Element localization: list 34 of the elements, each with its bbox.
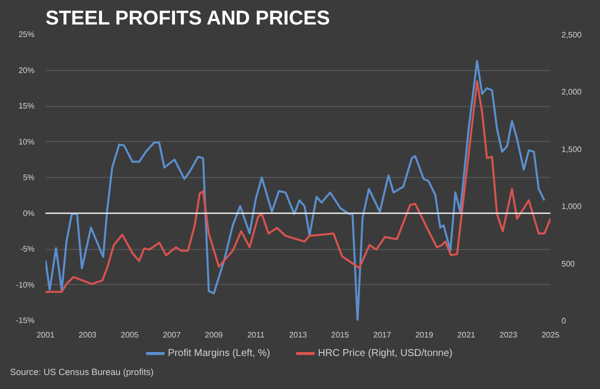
y-tick-label: 0% [22, 208, 34, 218]
y-tick-label: 10% [18, 137, 35, 146]
legend-label: HRC Price (Right, USD/tonne) [318, 348, 453, 359]
y-tick-label: -5% [20, 244, 35, 254]
x-tick-label: 2003 [78, 330, 98, 340]
y2-tick-label: 500 [562, 259, 576, 268]
x-tick-label: 2005 [120, 330, 140, 340]
x-tick-label: 2017 [373, 330, 392, 340]
x-tick-label: 2001 [36, 330, 55, 340]
y-tick-label: -10% [16, 280, 35, 290]
y2-tick-label: 0 [562, 316, 566, 326]
line-series [46, 80, 550, 293]
x-tick-label: 2007 [162, 330, 182, 340]
y-tick-label: 20% [18, 66, 35, 75]
y2-tick-label: 2,000 [562, 88, 582, 97]
x-tick-label: 2025 [542, 330, 560, 340]
y2-tick-label: 1,500 [562, 144, 582, 154]
x-tick-label: 2021 [457, 330, 476, 340]
x-tick-label: 2011 [247, 330, 266, 340]
y-tick-label: 25% [18, 30, 35, 39]
x-tick-label: 2019 [415, 330, 434, 340]
y-tick-label: 5% [22, 173, 34, 182]
x-tick-label: 2015 [331, 330, 350, 340]
y-tick-label: 15% [18, 102, 35, 110]
x-tick-label: 2023 [500, 330, 518, 340]
y-tick-label: -15% [16, 316, 35, 325]
line-series [46, 60, 546, 320]
y2-tick-label: 1,000 [562, 202, 582, 212]
chart-title: STEEL PROFITS AND PRICES [46, 8, 330, 30]
source-note: Source: US Census Bureau (profits) [10, 366, 154, 379]
legend-label: Profit Margins (Left, %) [168, 348, 270, 359]
x-tick-label: 2013 [289, 330, 308, 340]
x-tick-label: 2009 [204, 330, 224, 340]
y2-tick-label: 2,500 [562, 30, 582, 40]
